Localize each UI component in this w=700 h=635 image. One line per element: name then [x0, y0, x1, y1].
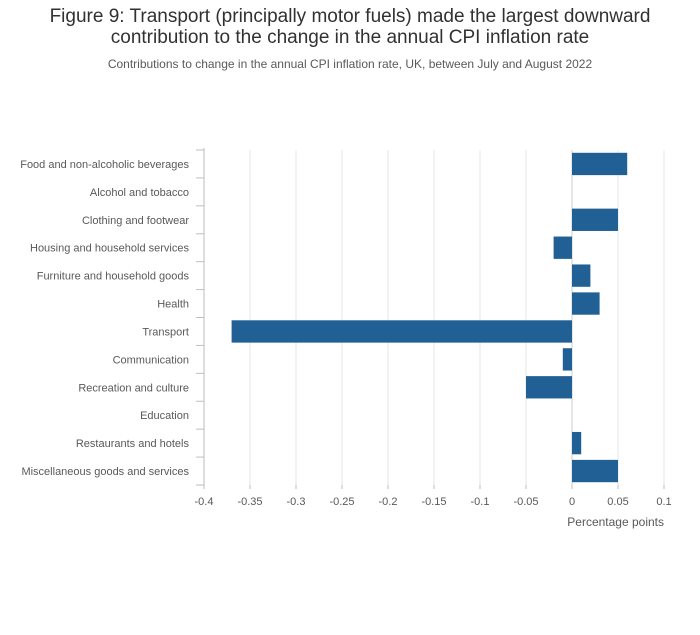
category-label: Housing and household services [30, 243, 189, 255]
x-tick-label: -0.3 [287, 496, 306, 508]
bar-furniture-and-household-goods [572, 264, 591, 287]
chart-title-line-2: contribution to the change in the annual… [110, 27, 590, 48]
chart-subtitle: Contributions to change in the annual CP… [107, 57, 593, 71]
x-tick-label: -0.1 [471, 496, 490, 508]
bar-food-and-non-alcoholic-beverages [572, 152, 628, 176]
bar-clothing-and-footwear [572, 208, 618, 231]
category-label: Restaurants and hotels [76, 438, 190, 450]
bar-health [572, 292, 600, 315]
category-label: Health [157, 299, 189, 311]
bar-housing-and-household-services [553, 236, 572, 259]
x-axis-title: Percentage points [567, 515, 664, 529]
x-tick-label: -0.2 [379, 496, 398, 508]
chart-title: Figure 9: Transport (principally motor f… [0, 6, 700, 48]
x-tick-label: -0.25 [329, 496, 354, 508]
category-label: Recreation and culture [78, 382, 189, 394]
x-tick-label: 0.1 [656, 496, 671, 508]
category-label: Furniture and household goods [37, 271, 190, 283]
x-tick-label: -0.15 [421, 496, 446, 508]
x-tick-label: -0.35 [237, 496, 262, 508]
category-label: Clothing and footwear [82, 215, 189, 227]
x-tick-label: -0.05 [513, 496, 538, 508]
category-label: Education [140, 410, 189, 422]
bar-restaurants-and-hotels [572, 431, 582, 455]
category-label: Communication [113, 354, 189, 366]
bar-recreation-and-culture [526, 376, 572, 399]
category-label: Miscellaneous goods and services [21, 466, 189, 478]
chart-title-line-1: Figure 9: Transport (principally motor f… [49, 6, 651, 27]
x-tick-label: 0.05 [607, 496, 628, 508]
category-label: Alcohol and tobacco [90, 187, 189, 199]
x-tick-label: 0 [569, 496, 575, 508]
bar-communication [562, 348, 572, 371]
x-tick-label: -0.4 [195, 496, 214, 508]
bar-transport [231, 320, 572, 343]
category-label: Food and non-alcoholic beverages [20, 159, 189, 171]
bar-miscellaneous-goods-and-services [572, 459, 618, 483]
category-label: Transport [142, 326, 189, 338]
